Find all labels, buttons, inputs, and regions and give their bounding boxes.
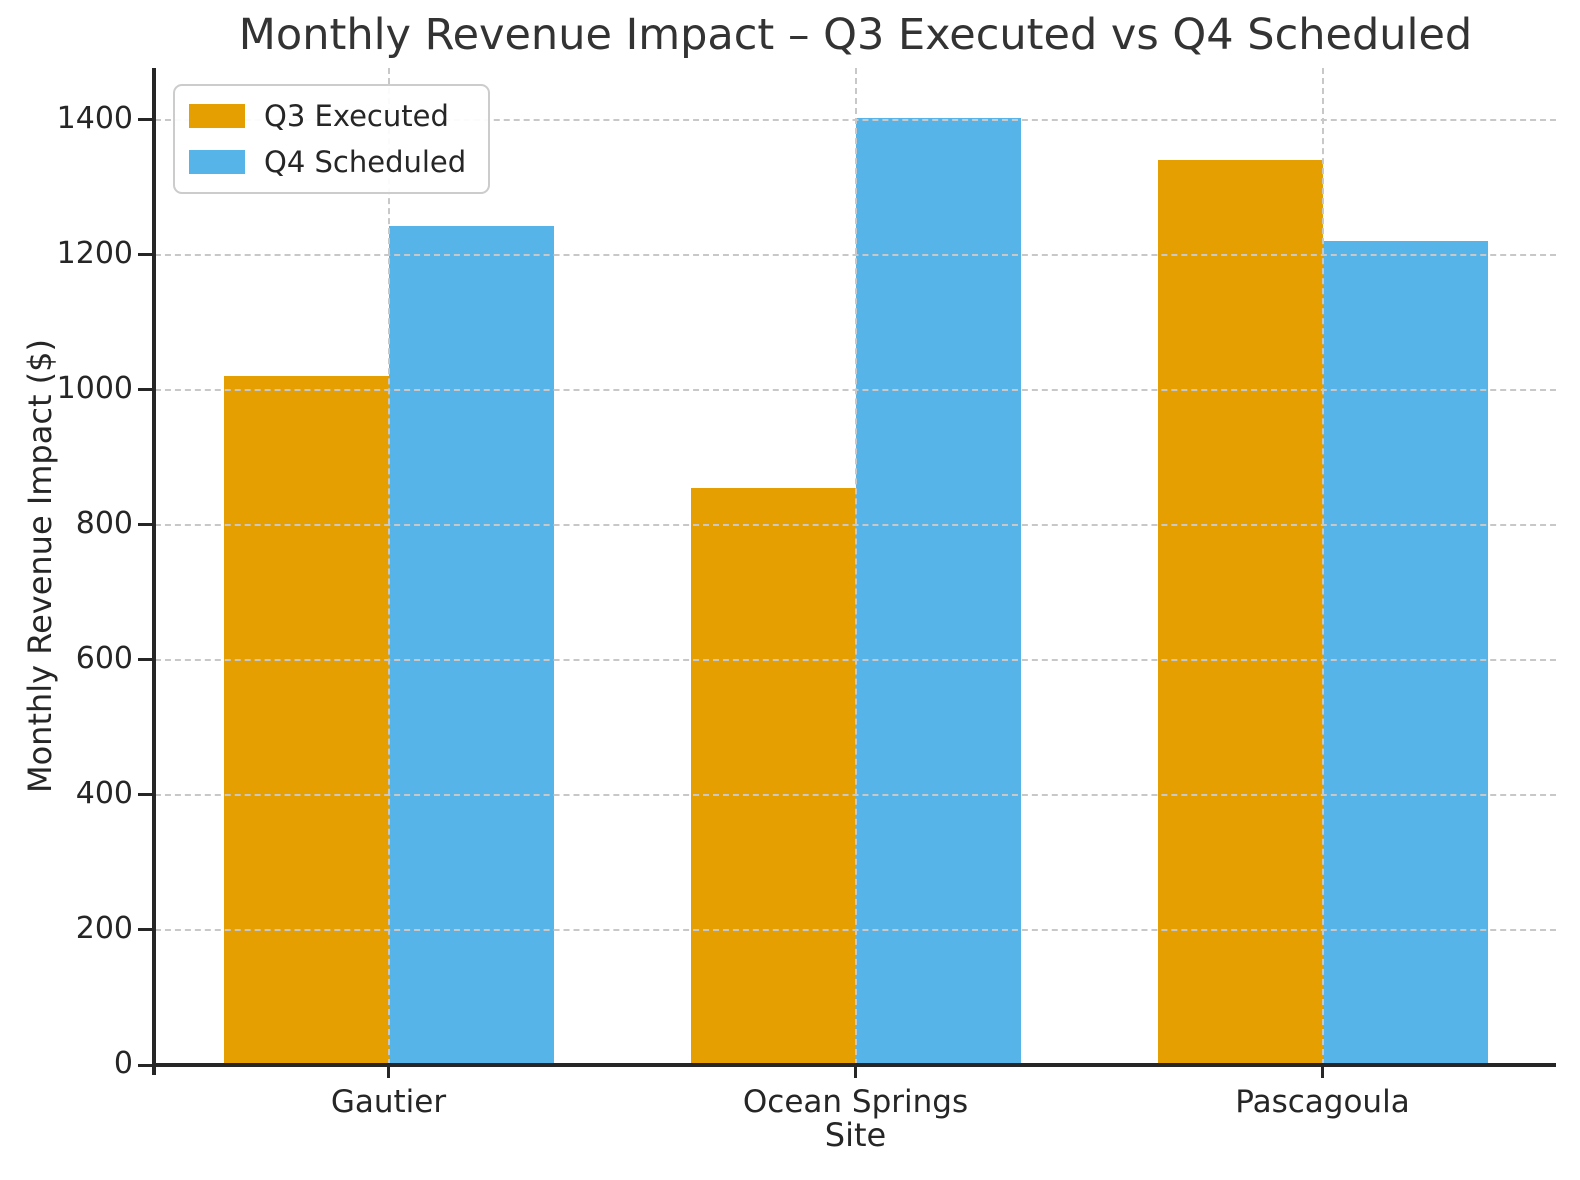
y-tick — [138, 523, 153, 527]
y-tick-label: 400 — [75, 775, 133, 811]
legend-item: Q3 Executed — [189, 99, 466, 133]
legend: Q3 Executed Q4 Scheduled — [173, 84, 491, 194]
x-axis-spine — [152, 1063, 1556, 1067]
y-tick-label: 800 — [75, 505, 133, 541]
y-axis-label: Monthly Revenue Impact ($) — [21, 339, 59, 793]
y-tick-label: 0 — [113, 1046, 133, 1081]
x-tick-label: Pascagoula — [1235, 1084, 1410, 1120]
y-tick — [138, 928, 153, 932]
bar-ocean-springs-q3-executed — [690, 487, 856, 1065]
grid-layer — [155, 68, 1556, 1065]
bar-gautier-q3-executed — [223, 376, 389, 1065]
x-tick — [387, 1067, 390, 1078]
bars-layer — [155, 68, 1556, 1065]
v-gridline — [1321, 68, 1324, 1065]
x-axis-label: Site — [824, 1116, 887, 1154]
plot-area: 0 200 400 600 800 1000 1200 1400 Gautier Ocean Sp… — [57, 68, 1556, 1120]
legend-label: Q4 Scheduled — [264, 145, 467, 179]
bar-gautier-q4-scheduled — [388, 225, 554, 1065]
y-axis-spine — [152, 68, 156, 1075]
bar-ocean-springs-q4-scheduled — [855, 117, 1021, 1065]
y-tick-label: 200 — [75, 910, 133, 946]
legend-item: Q4 Scheduled — [189, 145, 466, 179]
y-tick-label: 600 — [75, 640, 133, 676]
h-gridline — [155, 523, 1556, 526]
bar-pascagoula-q3-executed — [1157, 160, 1323, 1065]
axes-layer: 0 200 400 600 800 1000 1200 1400 Gautier Ocean Sp… — [57, 68, 1556, 1120]
y-tick — [138, 793, 153, 797]
y-tick-label: 1400 — [56, 100, 133, 136]
chart-title: Monthly Revenue Impact – Q3 Executed vs … — [238, 10, 1473, 60]
h-gridline — [155, 388, 1556, 391]
y-tick-label: 1200 — [56, 235, 133, 271]
h-gridline — [155, 793, 1556, 796]
v-gridline — [387, 68, 390, 1065]
y-tick — [138, 658, 153, 662]
legend-swatch — [189, 104, 245, 128]
x-tick — [1321, 1067, 1324, 1078]
legend-label: Q3 Executed — [264, 99, 449, 133]
y-tick — [138, 253, 153, 257]
y-tick — [138, 1063, 153, 1067]
legend-swatch — [189, 150, 245, 174]
h-gridline — [155, 253, 1556, 256]
x-tick — [854, 1067, 857, 1078]
x-tick-label: Ocean Springs — [742, 1084, 969, 1120]
x-tick-label: Gautier — [330, 1084, 447, 1120]
y-tick — [138, 118, 153, 122]
v-gridline — [854, 68, 857, 1065]
h-gridline — [155, 928, 1556, 931]
y-tick-label: 1000 — [56, 370, 133, 406]
h-gridline — [155, 658, 1556, 661]
y-tick — [138, 388, 153, 392]
bar-pascagoula-q4-scheduled — [1322, 241, 1488, 1065]
